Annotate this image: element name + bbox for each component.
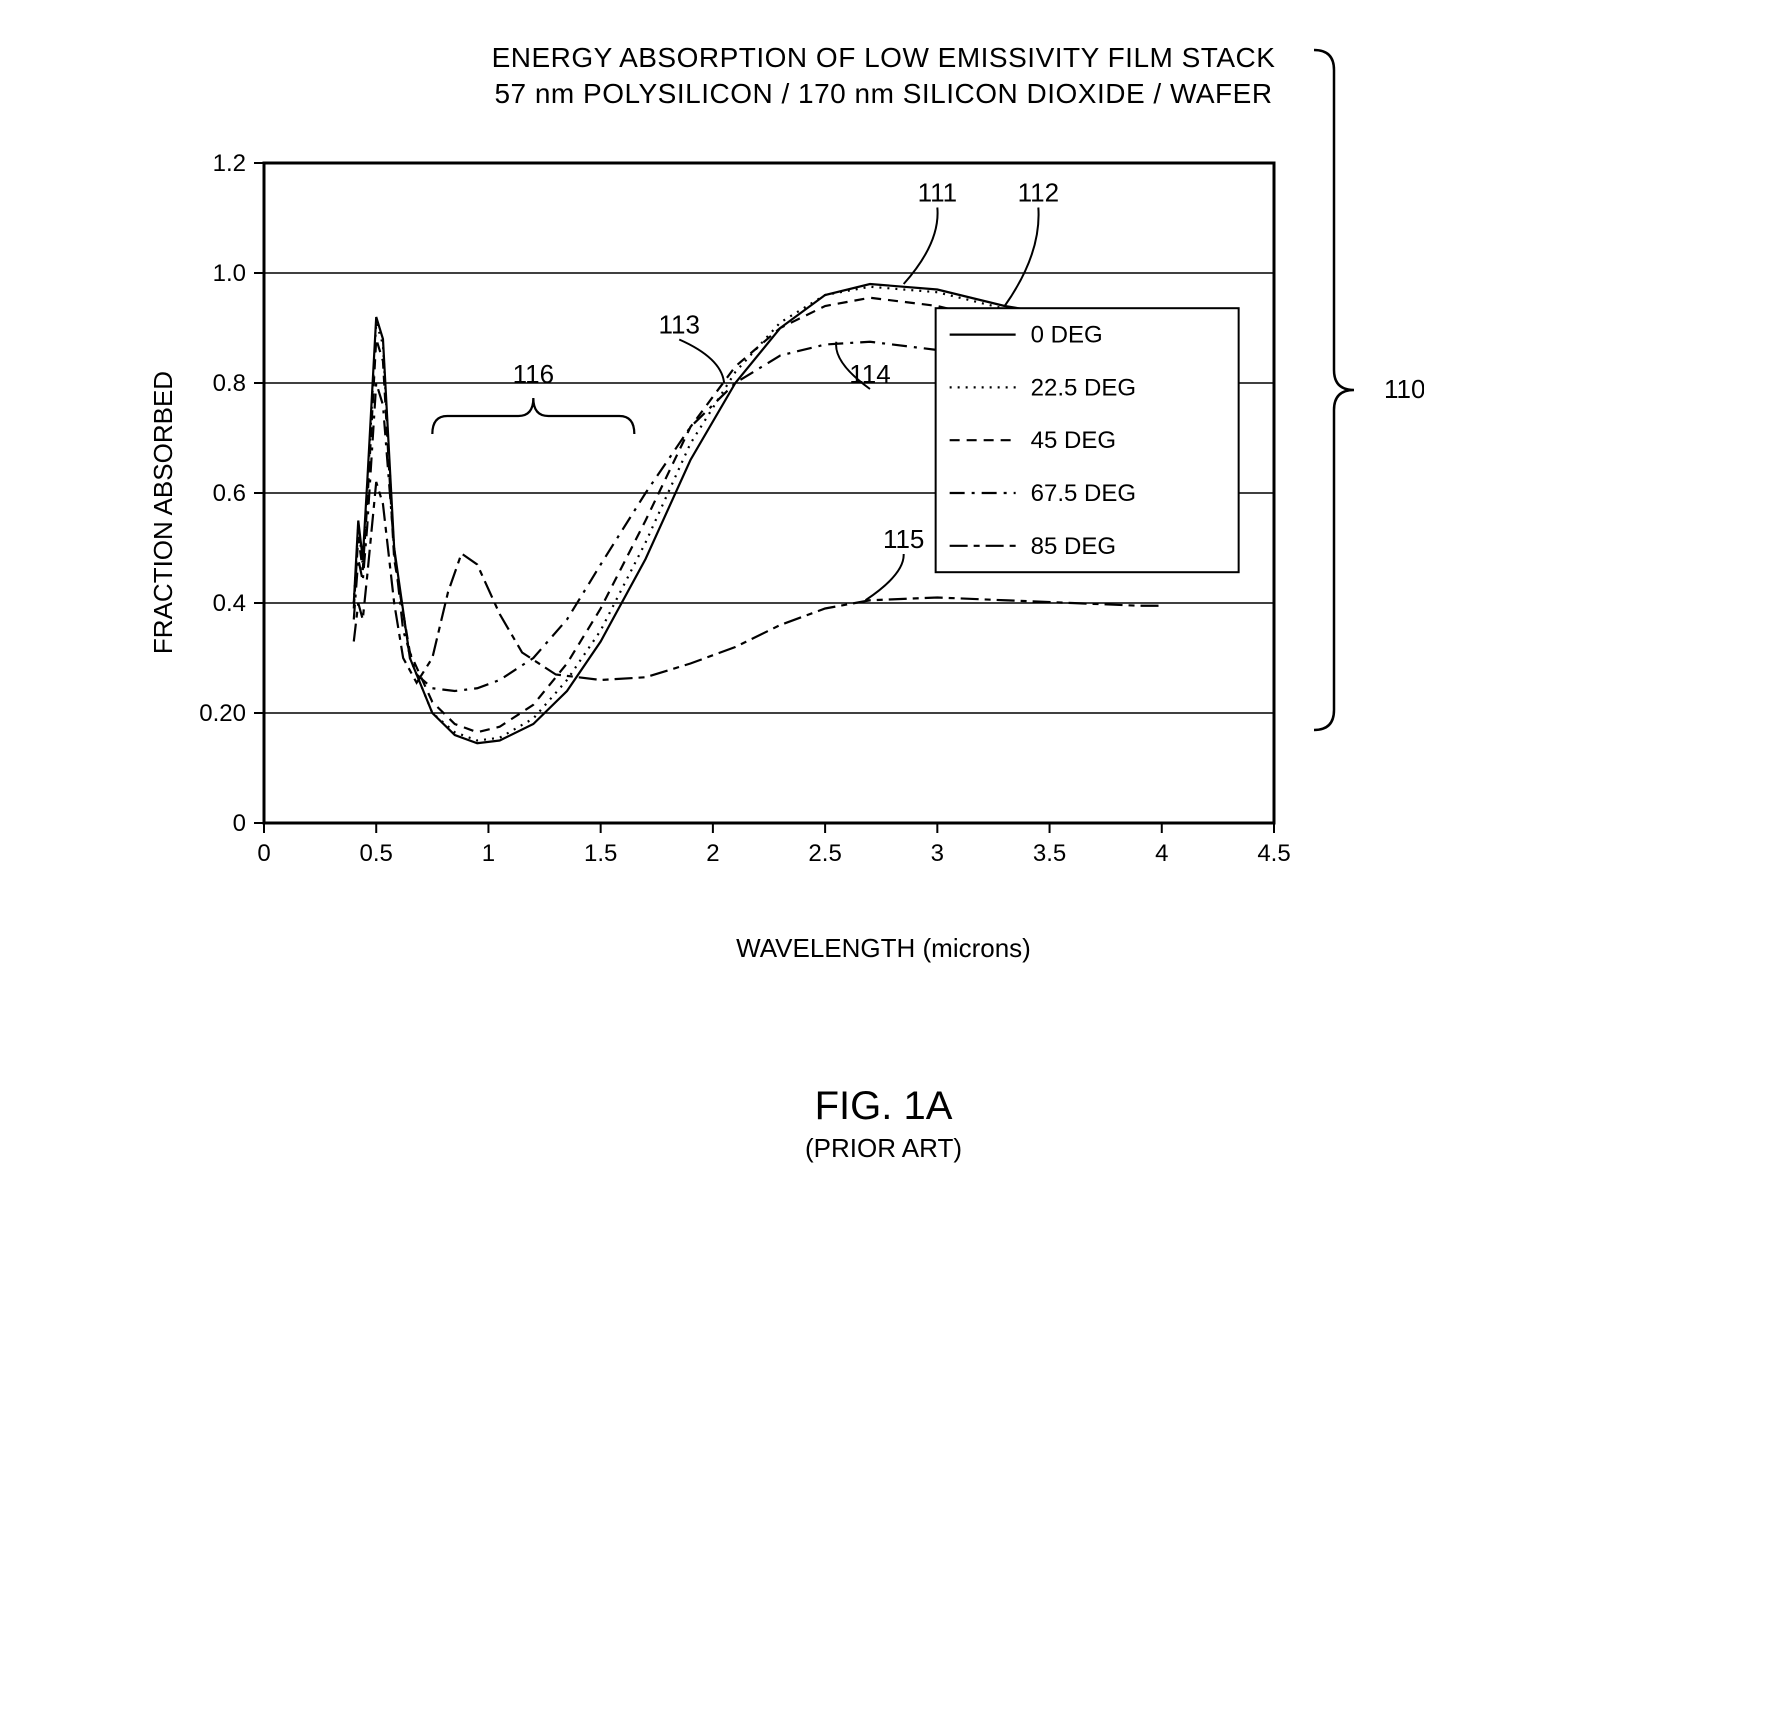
- chart-svg: 0 0.5 1 1.5 2 2.5 3 3.5 4 4.5 0 0.20 0.4 0.6 0.8 1.0 1.2…: [194, 143, 1294, 883]
- legend-label: 22.5 DEG: [1030, 374, 1135, 401]
- x-tick-label: 2: [706, 840, 719, 867]
- legend-label: 0 DEG: [1030, 321, 1102, 348]
- plot-area: 0 0.5 1 1.5 2 2.5 3 3.5 4 4.5 0 0.20 0.4 0.6 0.8 1.0 1.2…: [194, 143, 1294, 883]
- x-tick-label: 2.5: [808, 840, 841, 867]
- title-line-2: 57 nm POLYSILICON / 170 nm SILICON DIOXI…: [134, 76, 1634, 112]
- x-tick-label: 0: [257, 840, 270, 867]
- x-tick-label: 3: [930, 840, 943, 867]
- y-axis-label: FRACTION ABSORBED: [148, 371, 179, 654]
- x-tick-label: 1.5: [583, 840, 616, 867]
- callout-label-115: 115: [882, 524, 923, 554]
- y-tick-label: 1.0: [212, 260, 245, 287]
- brace-110: 110: [1304, 40, 1424, 780]
- figure-subcaption: (PRIOR ART): [134, 1133, 1634, 1164]
- figure-caption: FIG. 1A: [134, 1084, 1634, 1129]
- y-tick-label: 0.6: [212, 480, 245, 507]
- x-tick-label: 1: [481, 840, 494, 867]
- figure-container: ENERGY ABSORPTION OF LOW EMISSIVITY FILM…: [134, 40, 1634, 1164]
- x-tick-label: 4.5: [1257, 840, 1290, 867]
- brace-116-label: 116: [512, 359, 553, 389]
- callout-label-112: 112: [1017, 177, 1058, 207]
- y-tick-label: 1.2: [212, 150, 245, 177]
- title-line-1: ENERGY ABSORPTION OF LOW EMISSIVITY FILM…: [134, 40, 1634, 76]
- chart-title: ENERGY ABSORPTION OF LOW EMISSIVITY FILM…: [134, 40, 1634, 113]
- y-tick-label: 0: [232, 810, 245, 837]
- legend-label: 45 DEG: [1030, 427, 1115, 454]
- y-tick-label: 0.4: [212, 590, 245, 617]
- legend-label: 85 DEG: [1030, 533, 1115, 560]
- x-tick-label: 4: [1155, 840, 1168, 867]
- callout-label-111: 111: [917, 177, 957, 207]
- y-tick-label: 0.20: [199, 700, 246, 727]
- x-axis-label: WAVELENGTH (microns): [134, 933, 1634, 964]
- x-tick-label: 3.5: [1032, 840, 1065, 867]
- callout-label-114: 114: [849, 359, 890, 389]
- ylabel-column: FRACTION ABSORBED: [134, 143, 194, 883]
- legend-label: 67.5 DEG: [1030, 480, 1135, 507]
- callout-label-113: 113: [658, 309, 699, 339]
- brace-110-path: [1314, 50, 1354, 730]
- brace-110-label: 110: [1384, 374, 1424, 404]
- chart-row: FRACTION ABSORBED 00.511.522.533.544.500…: [134, 143, 1634, 883]
- y-tick-label: 0.8: [212, 370, 245, 397]
- x-tick-label: 0.5: [359, 840, 392, 867]
